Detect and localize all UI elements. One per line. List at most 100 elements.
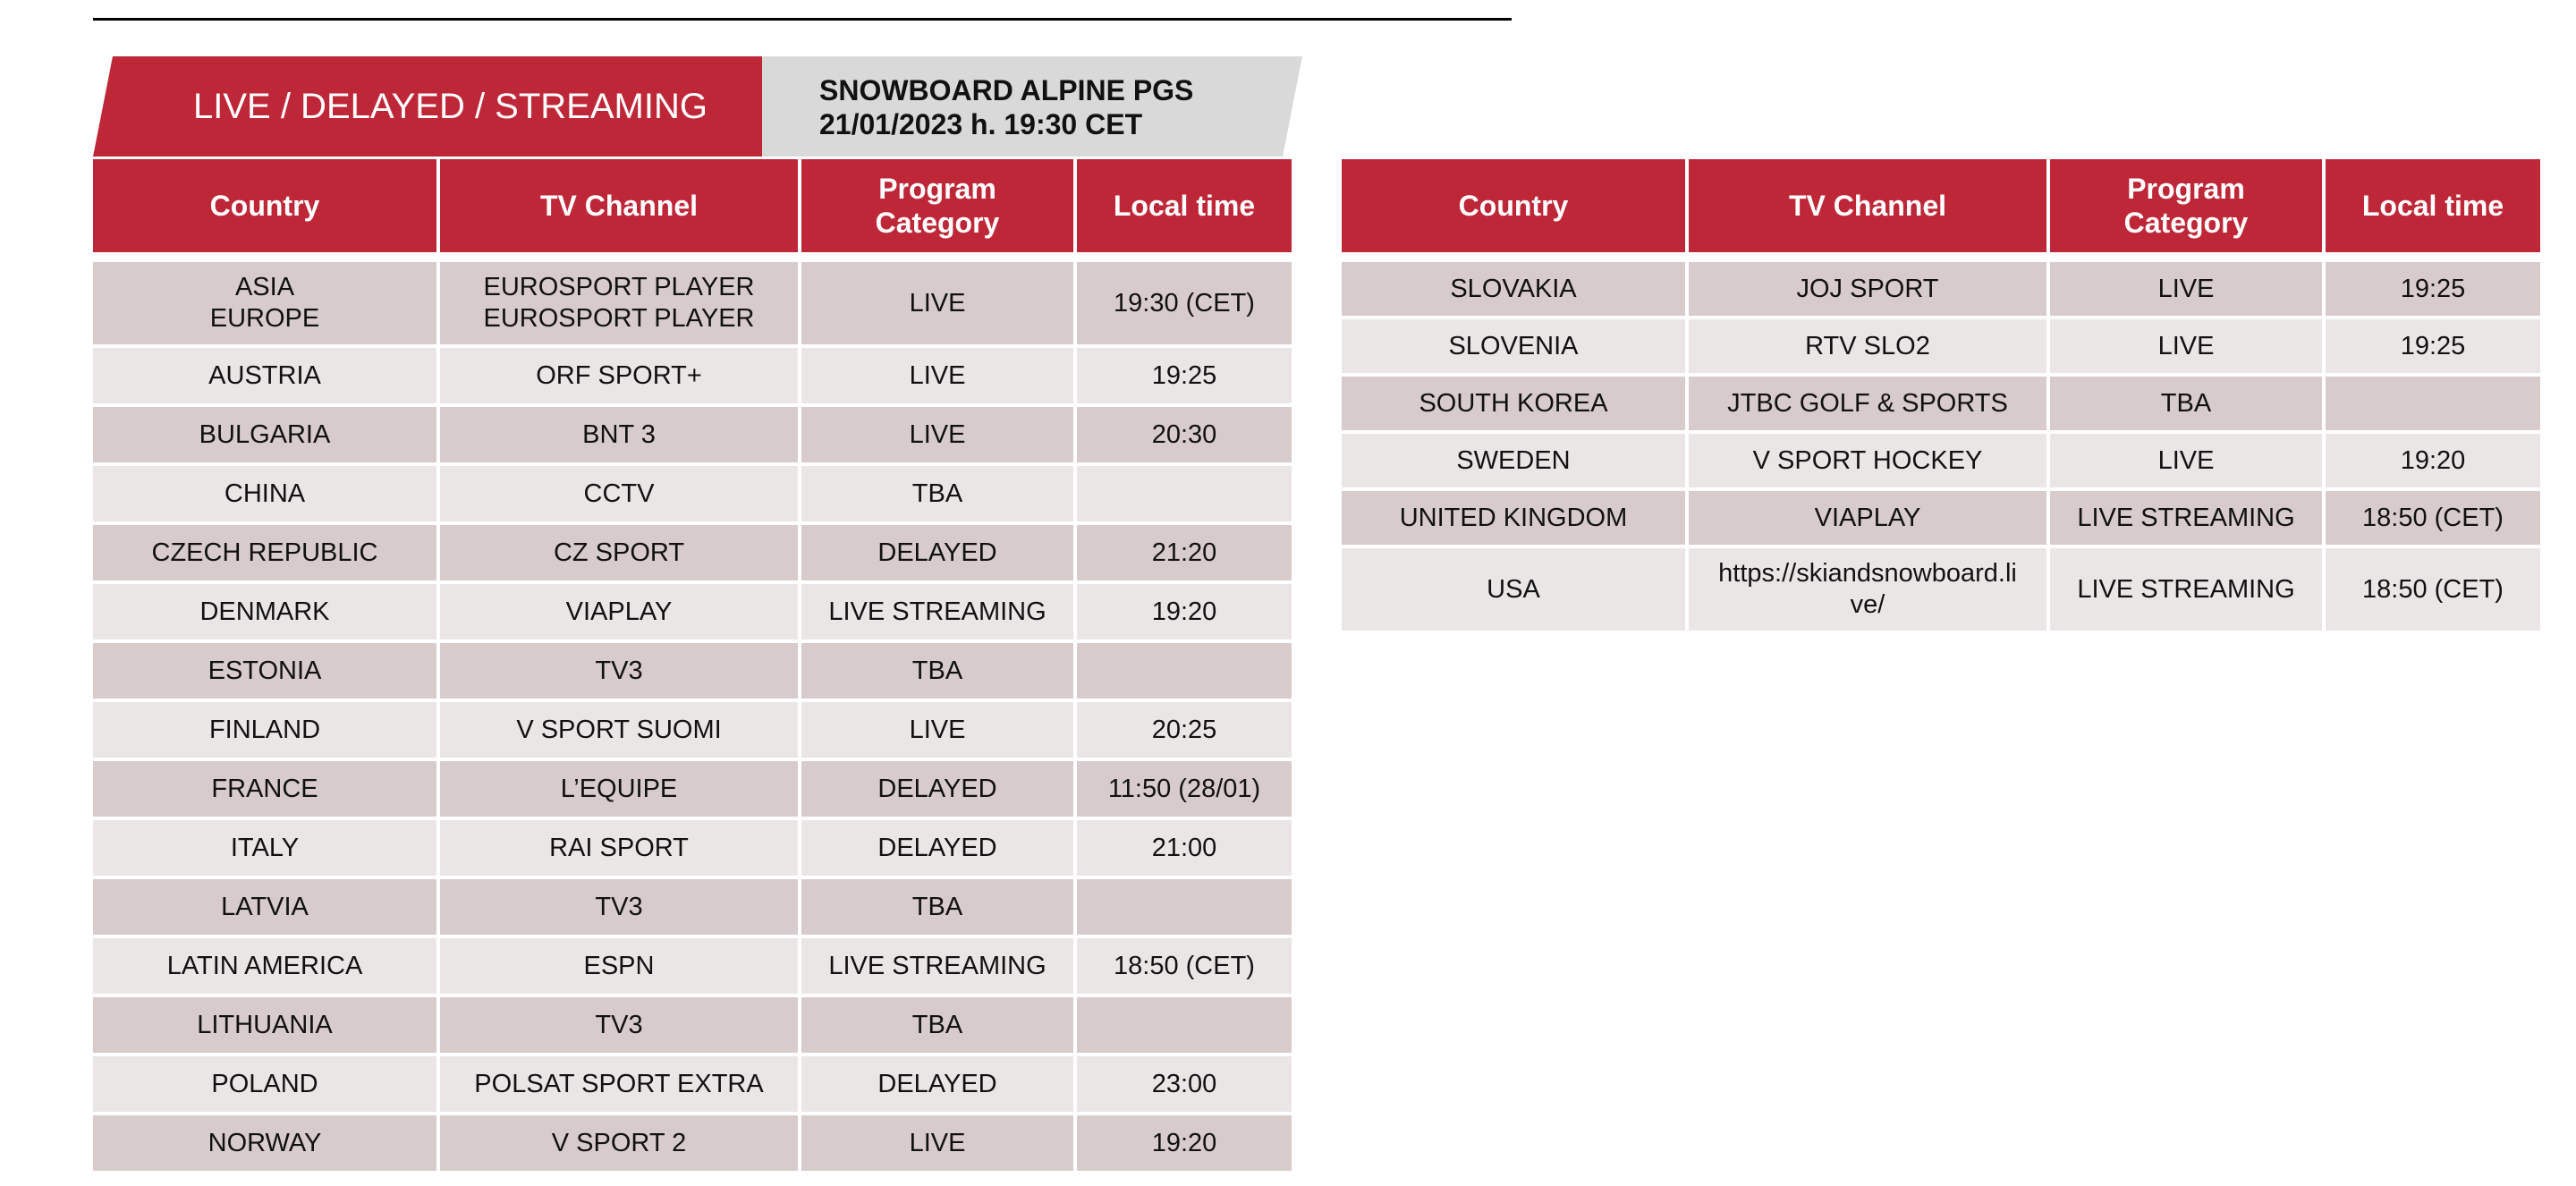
table-body-right: SLOVAKIA JOJ SPORT LIVE 19:25 SLOVENIA RTV SL… [1342,256,2540,631]
cell-local-time [1077,466,1292,521]
cell-local-time: 20:30 [1077,407,1292,462]
cell-country: FRANCE [93,761,436,817]
broadcast-table-right: Country TV Channel Program Category Loca… [1338,156,2544,634]
cell-local-time: 19:25 [2326,262,2540,316]
cell-program-category: LIVE [2050,262,2322,316]
cell-tv-channel: CZ SPORT [440,525,798,580]
cell-country: ITALY [93,820,436,876]
cell-tv-channel: RTV SLO2 [1689,319,2046,373]
cell-country: SLOVENIA [1342,319,1685,373]
broadcast-type-label: LIVE / DELAYED / STREAMING [193,87,708,126]
cell-tv-channel: TV3 [440,643,798,699]
table-body-left: ASIA EUROPE EUROSPORT PLAYER EUROSPORT PL… [93,256,1292,1171]
header-local-time: Local time [2326,159,2540,252]
cell-local-time [1077,643,1292,699]
cell-program-category: LIVE [2050,319,2322,373]
cell-program-category: DELAYED [801,820,1073,876]
cell-local-time: 11:50 (28/01) [1077,761,1292,817]
cell-program-category: TBA [801,466,1073,521]
cell-local-time: 19:25 [2326,319,2540,373]
table-row: BULGARIA BNT 3 LIVE 20:30 [93,407,1292,462]
cell-tv-channel: ORF SPORT+ [440,348,798,403]
table-row: UNITED KINGDOM VIAPLAY LIVE STREAMING 18:50… [1342,491,2540,545]
cell-country: SOUTH KOREA [1342,377,1685,430]
cell-program-category: LIVE STREAMING [801,938,1073,994]
broadcast-type-banner: LIVE / DELAYED / STREAMING [93,56,762,157]
cell-program-category: LIVE [801,407,1073,462]
table-row: CHINA CCTV TBA [93,466,1292,521]
table-row: FINLAND V SPORT SUOMI LIVE 20:25 [93,702,1292,758]
cell-tv-channel: https://skiandsnowboard.li ve/ [1689,548,2046,631]
cell-tv-channel: L’EQUIPE [440,761,798,817]
cell-tv-channel: V SPORT SUOMI [440,702,798,758]
header-row: Country TV Channel Program Category Loca… [93,159,1292,252]
table-row: LATVIA TV3 TBA [93,879,1292,935]
cell-tv-channel: POLSAT SPORT EXTRA [440,1056,798,1112]
cell-local-time: 19:30 (CET) [1077,262,1292,344]
cell-program-category: LIVE [801,702,1073,758]
cell-country: NORWAY [93,1115,436,1171]
header-local-time: Local time [1077,159,1292,252]
cell-program-category: TBA [801,643,1073,699]
cell-tv-channel: RAI SPORT [440,820,798,876]
cell-tv-channel: TV3 [440,997,798,1053]
header-spacer [93,256,1292,258]
table-row: ESTONIA TV3 TBA [93,643,1292,699]
table-row: AUSTRIA ORF SPORT+ LIVE 19:25 [93,348,1292,403]
table-row: SLOVENIA RTV SLO2 LIVE 19:25 [1342,319,2540,373]
cell-local-time: 19:20 [1077,584,1292,640]
event-datetime: 21/01/2023 h. 19:30 CET [819,108,1143,140]
cell-program-category: LIVE STREAMING [2050,491,2322,545]
header-tv-channel: TV Channel [1689,159,2046,252]
table-row: USA https://skiandsnowboard.li ve/LIVE ST… [1342,548,2540,631]
cell-program-category: DELAYED [801,1056,1073,1112]
broadcast-table-left: Country TV Channel Program Category Loca… [89,156,1295,1174]
cell-country: USA [1342,548,1685,631]
cell-local-time: 23:00 [1077,1056,1292,1112]
cell-tv-channel: ESPN [440,938,798,994]
table-row: DENMARK VIAPLAY LIVE STREAMING 19:20 [93,584,1292,640]
header-program-category: Program Category [801,159,1073,252]
table-row: POLAND POLSAT SPORT EXTRA DELAYED 23:00 [93,1056,1292,1112]
cell-country: CHINA [93,466,436,521]
cell-program-category: LIVE [801,262,1073,344]
cell-country: LATIN AMERICA [93,938,436,994]
cell-country: BULGARIA [93,407,436,462]
table-row: SLOVAKIA JOJ SPORT LIVE 19:25 [1342,262,2540,316]
header-spacer [1342,256,2540,258]
table-row: LITHUANIA TV3 TBA [93,997,1292,1053]
cell-program-category: LIVE STREAMING [2050,548,2322,631]
cell-tv-channel: EUROSPORT PLAYER EUROSPORT PLAYER [440,262,798,344]
cell-program-category: LIVE [801,1115,1073,1171]
event-banner: SNOWBOARD ALPINE PGS 21/01/2023 h. 19:30… [733,56,1302,157]
cell-program-category: TBA [2050,377,2322,430]
cell-local-time: 18:50 (CET) [2326,548,2540,631]
cell-local-time [2326,377,2540,430]
cell-local-time [1077,997,1292,1053]
cell-tv-channel: JTBC GOLF & SPORTS [1689,377,2046,430]
cell-program-category: TBA [801,997,1073,1053]
cell-country: AUSTRIA [93,348,436,403]
cell-tv-channel: VIAPLAY [1689,491,2046,545]
table-row: LATIN AMERICA ESPN LIVE STREAMING 18:50 (CE… [93,938,1292,994]
header-country: Country [93,159,436,252]
cell-program-category: LIVE [801,348,1073,403]
table-row: ASIA EUROPE EUROSPORT PLAYER EUROSPORT PL… [93,262,1292,344]
cell-country: CZECH REPUBLIC [93,525,436,580]
cell-country: DENMARK [93,584,436,640]
cell-program-category: LIVE STREAMING [801,584,1073,640]
header-tv-channel: TV Channel [440,159,798,252]
cell-country: SWEDEN [1342,434,1685,487]
cell-country: ESTONIA [93,643,436,699]
cell-local-time: 21:00 [1077,820,1292,876]
table-row: SWEDEN V SPORT HOCKEY LIVE 19:20 [1342,434,2540,487]
cell-tv-channel: VIAPLAY [440,584,798,640]
cell-country: LITHUANIA [93,997,436,1053]
cell-tv-channel: TV3 [440,879,798,935]
cell-country: ASIA EUROPE [93,262,436,344]
cell-local-time: 20:25 [1077,702,1292,758]
cell-program-category: TBA [801,879,1073,935]
cell-tv-channel: V SPORT 2 [440,1115,798,1171]
header-program-category: Program Category [2050,159,2322,252]
table-row: NORWAY V SPORT 2 LIVE 19:20 [93,1115,1292,1171]
